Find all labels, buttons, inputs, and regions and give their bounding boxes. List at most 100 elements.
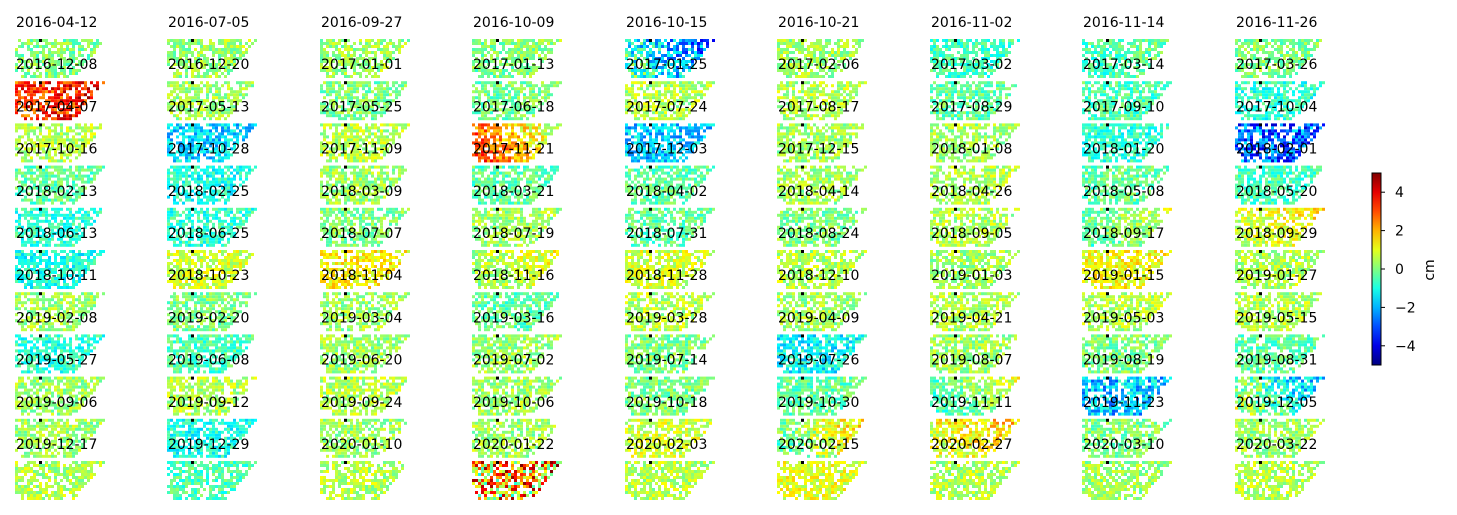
pixel [341,60,344,63]
pixel [688,60,691,63]
pixel [834,114,837,118]
pixel [801,48,804,51]
pixel [51,57,54,60]
pixel [523,126,526,130]
pixel [631,54,634,57]
pixel [843,63,846,66]
pixel [356,81,359,85]
pixel [646,87,649,91]
pixel [57,75,60,78]
pixel [822,51,825,54]
pixel [227,39,230,42]
pixel [813,42,816,45]
pixel [167,93,170,97]
pixel [1139,45,1142,48]
pixel [54,93,57,97]
reference-point-marker [191,81,194,85]
pixel [1136,54,1139,57]
pixel [39,66,42,69]
pixel [233,132,236,136]
pixel [511,66,514,69]
pixel [33,60,36,63]
pixel [936,39,939,42]
pixel [1142,111,1145,115]
pixel [1136,117,1139,121]
pixel [1103,45,1106,48]
pixel [212,126,215,130]
reference-point-marker [954,81,957,85]
pixel [840,84,843,88]
pixel [377,111,380,115]
pixel [538,45,541,48]
pixel [849,99,852,103]
pixel [813,99,816,103]
pixel [72,42,75,45]
pixel [51,108,54,112]
pixel [496,75,499,78]
pixel [197,108,200,112]
pixel [377,69,380,72]
pixel [481,129,484,133]
pixel [481,66,484,69]
pixel [353,42,356,45]
pixel [810,117,813,121]
pixel [48,60,51,63]
pixel [673,57,676,60]
pixel [475,66,478,69]
pixel [69,54,72,57]
panel-2016-12-08 [15,81,105,121]
pixel [966,96,969,100]
pixel [221,42,224,45]
pixel [392,99,395,103]
pixel [60,132,63,136]
pixel [1133,105,1136,109]
pixel [780,51,783,54]
pixel [60,102,63,106]
pixel [673,102,676,106]
pixel [1262,96,1265,100]
pixel [1112,114,1115,118]
pixel [634,60,637,63]
pixel [332,99,335,103]
pixel [957,42,960,45]
pixel [951,111,954,115]
pixel [661,60,664,63]
pixel [960,84,963,88]
pixel [1142,39,1145,42]
pixel [652,102,655,106]
pixel [1244,87,1247,91]
pixel [371,75,374,78]
pixel [84,135,87,139]
pixel [831,111,834,115]
pixel [807,45,810,48]
pixel [655,81,658,85]
pixel [936,72,939,75]
pixel [1307,57,1310,60]
pixel [948,75,951,78]
pixel [667,102,670,106]
pixel [69,48,72,51]
pixel [966,111,969,115]
pixel [45,90,48,94]
pixel [221,96,224,100]
pixel [182,81,185,85]
pixel [487,45,490,48]
pixel [798,63,801,66]
pixel [39,45,42,48]
pixel [1115,72,1118,75]
pixel [75,39,78,42]
pixel [191,51,194,54]
pixel [1130,60,1133,63]
pixel [320,48,323,51]
pixel [356,123,359,127]
pixel [1256,42,1259,45]
pixel [233,96,236,100]
pixel [625,57,628,60]
pixel [176,42,179,45]
pixel [804,114,807,118]
pixel [326,66,329,69]
pixel [15,54,18,57]
pixel [700,48,703,51]
panel-2016-07-05 [167,39,257,78]
pixel [27,42,30,45]
